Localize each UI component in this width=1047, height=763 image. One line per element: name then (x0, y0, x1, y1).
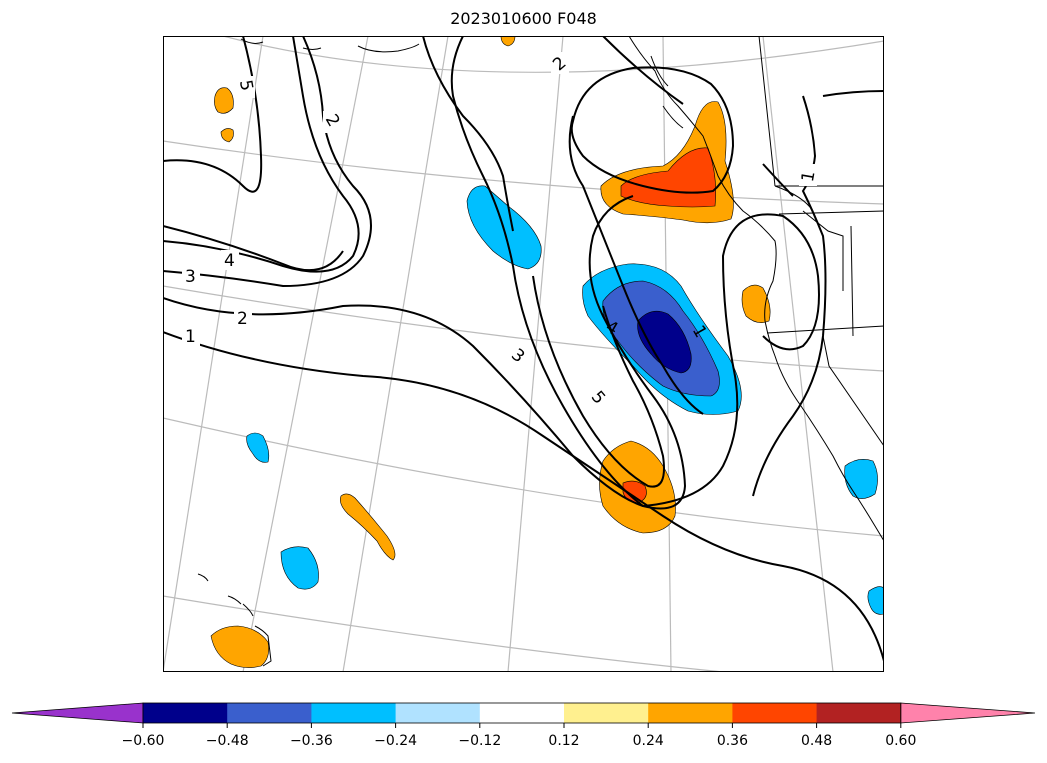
colorbar-tick-label: 0.36 (717, 733, 748, 749)
contour-label: 4 (224, 251, 235, 271)
map-title: 2023010600 F048 (450, 9, 597, 28)
anomaly-fill (210, 36, 884, 668)
graticule-parallels (163, 36, 884, 672)
colorbar-swatch (648, 703, 733, 723)
colorbar-swatch (732, 703, 818, 723)
negative-anomaly-core (637, 310, 692, 374)
colorbar-swatch (311, 703, 397, 723)
contour-label: 3 (185, 267, 196, 287)
colorbar-outline (142, 702, 902, 724)
positive-anomaly-bc-core (620, 147, 716, 208)
colorbar-tick-label: 0.12 (548, 733, 579, 749)
contour-label: 5 (235, 78, 257, 92)
colorbar-swatches (11, 702, 1036, 724)
contour-lines (163, 36, 884, 662)
colorbar-swatch (227, 703, 312, 723)
colorbar-swatch (816, 703, 902, 723)
colorbar-extend-min (11, 702, 144, 724)
coastlines (197, 36, 884, 667)
colorbar-ticks: −0.60 −0.48 −0.36 −0.24 −0.12 0.12 0.24 0.36 0.4… (122, 723, 916, 749)
contour-label: 1 (798, 169, 820, 183)
colorbar-tick-label: −0.48 (206, 733, 249, 749)
contour-label-group: 5 2 2 1 4 3 2 1 3 5 4 1 (182, 52, 820, 410)
contour-label: 2 (237, 309, 248, 329)
contour-label: 1 (185, 327, 196, 347)
colorbar-tick-label: 0.60 (885, 733, 916, 749)
colorbar-tick-label: 0.24 (633, 733, 664, 749)
colorbar-tick-label: −0.60 (122, 733, 165, 749)
colorbar: −0.60 −0.48 −0.36 −0.24 −0.12 0.12 0.24 0.36 0.4… (11, 702, 1036, 749)
colorbar-tick-label: −0.12 (458, 733, 501, 749)
colorbar-swatch (395, 703, 481, 723)
colorbar-extend-max (900, 702, 1036, 724)
map-panel: 5 2 2 1 4 3 2 1 3 5 4 1 (163, 36, 884, 672)
map-border (163, 36, 884, 672)
colorbar-swatch (479, 703, 565, 723)
colorbar-swatch (564, 703, 649, 723)
colorbar-swatch (143, 703, 228, 723)
graticule-meridians (163, 36, 834, 672)
colorbar-tick-label: −0.24 (374, 733, 417, 749)
colorbar-tick-label: −0.36 (290, 733, 333, 749)
colorbar-tick-label: 0.48 (801, 733, 832, 749)
